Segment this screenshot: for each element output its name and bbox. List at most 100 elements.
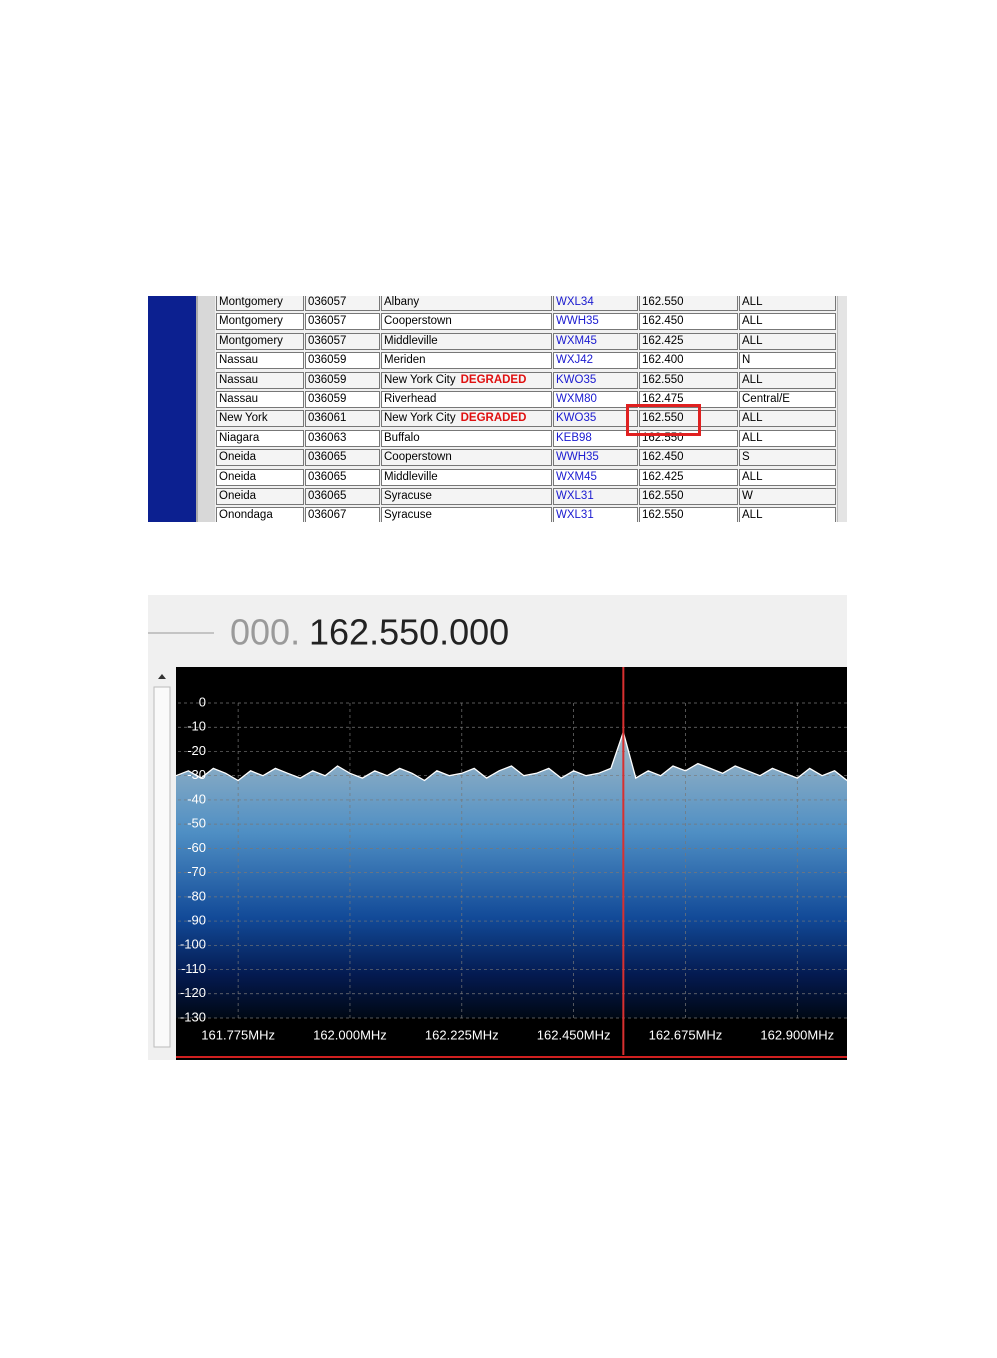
- city: New York City: [384, 412, 456, 425]
- call: WXL31: [556, 509, 594, 522]
- scrollbar: [837, 296, 847, 522]
- y-tick-label: -120: [180, 985, 206, 1000]
- county: Nassau: [219, 393, 258, 405]
- area: ALL: [742, 412, 763, 425]
- y-tick-label: -110: [181, 961, 206, 976]
- fips: 036065: [308, 451, 347, 464]
- cell-call: WXJ42: [553, 352, 638, 370]
- x-tick-label: 162.225MHz: [425, 1027, 499, 1042]
- cell-area: ALL: [739, 371, 836, 389]
- call: KWO35: [556, 373, 597, 386]
- freq: 162.400: [642, 354, 684, 367]
- cell-fips: 036065: [305, 488, 380, 505]
- cell-freq: 162.450: [639, 449, 738, 467]
- cell-call: WXM45: [553, 332, 638, 350]
- cell-fips: 036057: [305, 313, 380, 331]
- cell-area: ALL: [739, 507, 836, 522]
- y-tick-label: -70: [187, 864, 206, 879]
- area: ALL: [742, 431, 763, 444]
- county: Oneida: [219, 451, 257, 464]
- cell-city: Meriden: [381, 352, 552, 370]
- cell-county: Oneida: [216, 488, 304, 505]
- cell-fips: 036057: [305, 332, 380, 350]
- call: WXM80: [556, 393, 597, 405]
- cell-freq: 162.550: [639, 410, 738, 428]
- cell-area: N: [739, 352, 836, 370]
- fips: 036059: [308, 393, 347, 405]
- area: W: [742, 490, 753, 502]
- freq: 162.425: [642, 470, 684, 483]
- call: KEB98: [556, 431, 592, 444]
- city: Cooperstown: [384, 315, 452, 328]
- city: New York City: [384, 373, 456, 386]
- cell-city: New York City DEGRADED: [381, 410, 552, 428]
- fips: 036057: [308, 334, 347, 347]
- status: DEGRADED: [460, 412, 527, 425]
- fips: 036063: [308, 431, 347, 444]
- cell-freq: 162.425: [639, 332, 738, 350]
- y-tick-label: -30: [187, 767, 206, 782]
- header-bar: [148, 595, 847, 667]
- highlight-box: [626, 404, 701, 436]
- y-tick-label: -60: [187, 840, 206, 855]
- county: New York: [219, 412, 268, 425]
- city: Cooperstown: [384, 451, 452, 464]
- county: Oneida: [219, 490, 257, 502]
- county: Nassau: [219, 373, 258, 386]
- cell-area: ALL: [739, 296, 836, 311]
- cell-city: New York City DEGRADED: [381, 371, 552, 389]
- city: Buffalo: [384, 431, 420, 444]
- cell-area: ALL: [739, 410, 836, 428]
- sidebar-edge: [196, 296, 215, 522]
- station-table: Montgomery 036057 Albany WXL34 162.550 ALL Mon…: [148, 296, 847, 522]
- cell-call: WXL31: [553, 488, 638, 505]
- x-tick-label: 162.675MHz: [649, 1027, 723, 1042]
- county: Niagara: [219, 431, 260, 444]
- county: Montgomery: [219, 296, 283, 308]
- spectrum-panel: 000. 162.550.000 0 -10 -20 -30 -40 -50 -60 -70 -…: [148, 595, 847, 1060]
- cell-call: WWH35: [553, 313, 638, 331]
- sidebar: [148, 296, 196, 522]
- x-tick-label: 162.000MHz: [313, 1027, 387, 1042]
- fips: 036061: [308, 412, 347, 425]
- freq: 162.475: [642, 393, 684, 405]
- cell-city: Cooperstown: [381, 313, 552, 331]
- cell-area: S: [739, 449, 836, 467]
- fips: 036065: [308, 490, 347, 502]
- cell-fips: 036059: [305, 371, 380, 389]
- cell-city: Cooperstown: [381, 449, 552, 467]
- county: Oneida: [219, 470, 257, 483]
- area: ALL: [742, 315, 763, 328]
- cell-fips: 036065: [305, 449, 380, 467]
- area: ALL: [742, 470, 763, 483]
- cell-call: KWO35: [553, 410, 638, 428]
- cell-county: Nassau: [216, 352, 304, 370]
- area: ALL: [742, 373, 763, 386]
- city: Meriden: [384, 354, 426, 367]
- cell-fips: 036065: [305, 468, 380, 486]
- y-tick-label: -40: [187, 791, 206, 806]
- status: DEGRADED: [460, 373, 527, 386]
- freq: 162.550: [642, 296, 684, 308]
- freq: 162.550: [642, 373, 684, 386]
- county: Nassau: [219, 354, 258, 367]
- spectrum-fill: [176, 732, 847, 1018]
- call: WWH35: [556, 451, 599, 464]
- fips: 036057: [308, 315, 347, 328]
- cell-city: Middleville: [381, 468, 552, 486]
- y-tick-label: -10: [187, 719, 206, 734]
- cell-freq: 162.550: [639, 507, 738, 522]
- cell-fips: 036057: [305, 296, 380, 311]
- cell-area: ALL: [739, 332, 836, 350]
- y-tick-label: -130: [180, 1009, 206, 1024]
- fips: 036059: [308, 373, 347, 386]
- call: WXM45: [556, 334, 597, 347]
- cell-fips: 036061: [305, 410, 380, 428]
- area: S: [742, 451, 750, 464]
- cell-freq: 162.550: [639, 488, 738, 505]
- cell-fips: 036059: [305, 391, 380, 408]
- call: WWH35: [556, 315, 599, 328]
- fips: 036065: [308, 470, 347, 483]
- cell-county: Niagara: [216, 429, 304, 447]
- call: WXM45: [556, 470, 597, 483]
